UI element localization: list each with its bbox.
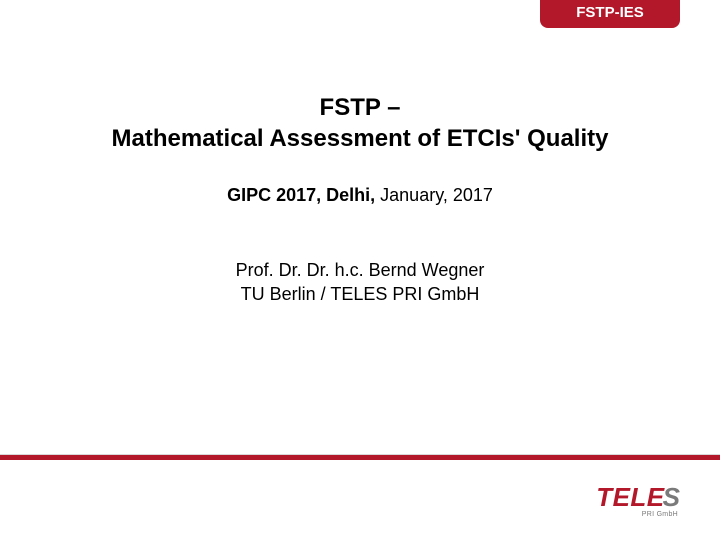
title-line-2: Mathematical Assessment of ETCIs' Qualit… [0,123,720,154]
logo-text-part2: S [663,482,680,513]
footer-divider [0,454,720,460]
author-info: Prof. Dr. Dr. h.c. Bernd Wegner TU Berli… [0,258,720,307]
slide-title: FSTP – Mathematical Assessment of ETCIs'… [0,92,720,154]
author-name: Prof. Dr. Dr. h.c. Bernd Wegner [0,258,720,282]
event-info: GIPC 2017, Delhi, January, 2017 [0,185,720,206]
company-logo: TELES PRI GmbH [596,482,680,518]
event-name: GIPC 2017, Delhi, [227,185,380,205]
author-affiliation: TU Berlin / TELES PRI GmbH [0,282,720,306]
title-line-1: FSTP – [0,92,720,123]
logo-text-part1: TELE [596,482,664,513]
event-date: January, 2017 [380,185,493,205]
header-tab: FSTP-IES [540,0,680,28]
logo-main: TELES [596,482,680,513]
